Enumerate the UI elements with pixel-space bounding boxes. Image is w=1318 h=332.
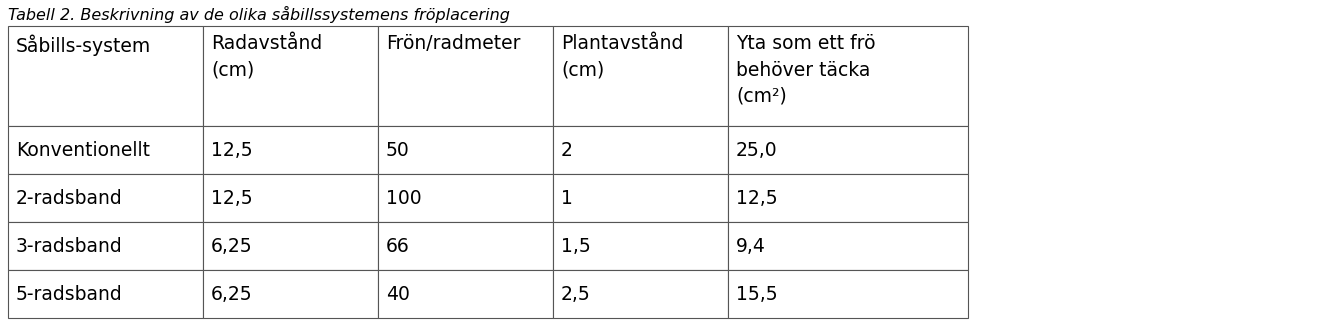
Text: 3-radsband: 3-radsband xyxy=(16,236,123,256)
Bar xyxy=(554,222,728,270)
Bar xyxy=(554,26,728,126)
Text: 25,0: 25,0 xyxy=(735,140,778,159)
Bar xyxy=(378,26,554,126)
Text: Såbills-system: Såbills-system xyxy=(16,34,152,55)
Bar xyxy=(378,222,554,270)
Text: Frön/radmeter: Frön/radmeter xyxy=(386,34,521,53)
Text: 15,5: 15,5 xyxy=(735,285,778,303)
Text: 2,5: 2,5 xyxy=(561,285,590,303)
Bar xyxy=(203,26,378,126)
Text: 1: 1 xyxy=(561,189,573,208)
Text: 100: 100 xyxy=(386,189,422,208)
Bar xyxy=(203,270,378,318)
Bar xyxy=(203,126,378,174)
Bar xyxy=(378,126,554,174)
Bar xyxy=(378,270,554,318)
Bar xyxy=(554,126,728,174)
Text: 9,4: 9,4 xyxy=(735,236,766,256)
Text: 40: 40 xyxy=(386,285,410,303)
Text: Yta som ett frö
behöver täcka
(cm²): Yta som ett frö behöver täcka (cm²) xyxy=(735,34,875,106)
Text: 5-radsband: 5-radsband xyxy=(16,285,123,303)
Bar xyxy=(203,222,378,270)
Bar xyxy=(554,174,728,222)
Text: 2: 2 xyxy=(561,140,573,159)
Bar xyxy=(554,270,728,318)
Text: 50: 50 xyxy=(386,140,410,159)
Bar xyxy=(728,126,967,174)
Text: 12,5: 12,5 xyxy=(211,189,253,208)
Bar xyxy=(8,270,203,318)
Bar xyxy=(8,174,203,222)
Bar xyxy=(728,174,967,222)
Bar xyxy=(8,126,203,174)
Bar xyxy=(378,174,554,222)
Text: Plantavstånd
(cm): Plantavstånd (cm) xyxy=(561,34,683,79)
Text: 2-radsband: 2-radsband xyxy=(16,189,123,208)
Text: Konventionellt: Konventionellt xyxy=(16,140,150,159)
Text: 6,25: 6,25 xyxy=(211,236,253,256)
Bar xyxy=(728,222,967,270)
Text: 66: 66 xyxy=(386,236,410,256)
Text: Radavstånd
(cm): Radavstånd (cm) xyxy=(211,34,322,79)
Text: 1,5: 1,5 xyxy=(561,236,590,256)
Bar xyxy=(728,270,967,318)
Text: 12,5: 12,5 xyxy=(735,189,778,208)
Text: 6,25: 6,25 xyxy=(211,285,253,303)
Bar xyxy=(8,26,203,126)
Bar xyxy=(8,222,203,270)
Text: Tabell 2. Beskrivning av de olika såbillssystemens fröplacering: Tabell 2. Beskrivning av de olika såbill… xyxy=(8,6,510,23)
Bar xyxy=(203,174,378,222)
Bar xyxy=(728,26,967,126)
Text: 12,5: 12,5 xyxy=(211,140,253,159)
